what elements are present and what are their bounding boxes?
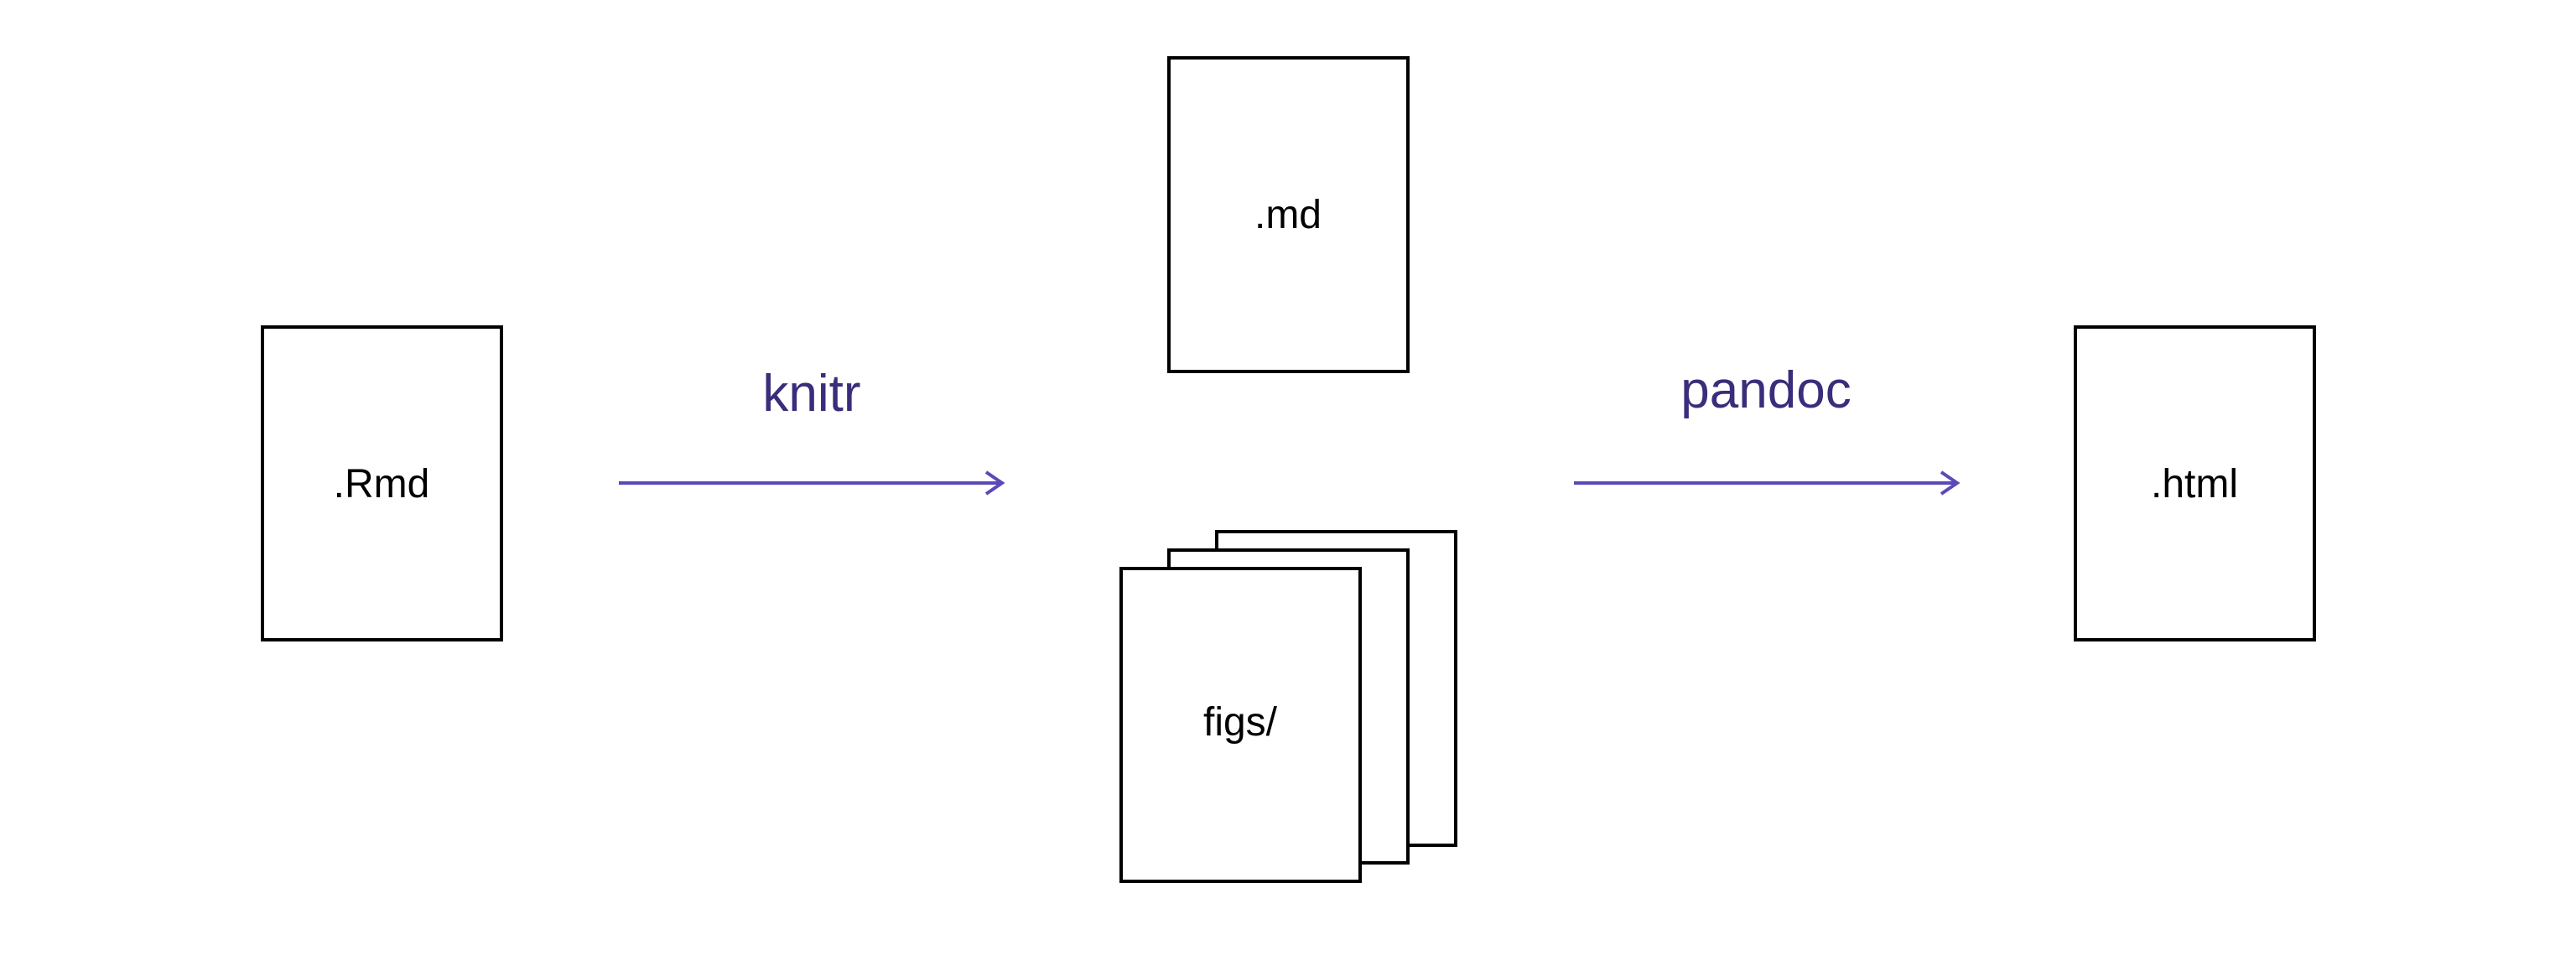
md-label: .md [1254,193,1322,237]
rmd-node: .Rmd [261,325,503,641]
pandoc-label: pandoc [1680,361,1851,419]
pandoc-arrowhead [1940,470,1961,496]
html-label: .html [2151,462,2238,506]
md-box [1167,56,1410,373]
html-node: .html [2074,325,2316,641]
figs-label: figs/ [1203,700,1278,745]
pandoc-edge: pandoc [1574,361,1961,496]
figs-front-sheet [1119,567,1362,883]
knitr-label: knitr [762,365,860,423]
rmd-label: .Rmd [334,462,430,506]
md-node: .md [1167,56,1410,373]
rmd-box [261,325,503,641]
html-box [2074,325,2316,641]
knitr-arrowhead [984,470,1005,496]
knitr-edge: knitr [619,365,1005,496]
figs-node: figs/ [1119,530,1457,883]
